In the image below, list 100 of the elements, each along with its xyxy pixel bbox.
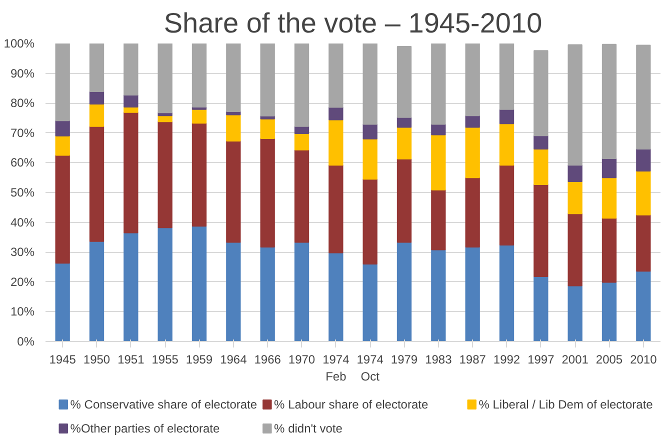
bar <box>568 164 582 182</box>
legend-label: % didn't vote <box>274 422 343 436</box>
bar <box>602 218 617 283</box>
bar <box>294 149 310 243</box>
bar <box>465 115 480 128</box>
y-tick-label: 20% <box>10 274 35 289</box>
bar <box>362 138 378 180</box>
y-tick-label: 100% <box>4 36 35 50</box>
bar <box>534 148 548 185</box>
x-tick-label: 1974 Oct <box>356 352 384 384</box>
bar <box>89 103 104 127</box>
bar <box>602 158 617 178</box>
x-tick-label: 1979 <box>390 352 418 366</box>
bar <box>55 44 70 122</box>
bar <box>396 158 412 243</box>
bar <box>396 46 412 118</box>
x-tick-label: 1974 Feb <box>322 352 350 384</box>
bar <box>294 44 310 127</box>
legend-label: %Other parties of electorate <box>70 422 220 436</box>
x-tick-label: 1992 <box>493 352 520 366</box>
bar <box>431 189 446 250</box>
x-tick-label: 1987 <box>459 352 486 366</box>
y-tick-label: 70% <box>10 126 35 140</box>
bar <box>534 276 548 342</box>
bar <box>362 124 378 140</box>
x-tick-label: 1951 <box>118 352 145 366</box>
bar <box>465 44 480 116</box>
y-tick-label: 0% <box>17 334 35 348</box>
bar <box>602 282 617 342</box>
bar <box>55 154 70 264</box>
bar <box>465 177 480 248</box>
bar <box>89 44 104 92</box>
bar <box>636 270 651 342</box>
x-tick-label: 2001 <box>562 352 589 366</box>
x-tick-label: 1997 <box>528 352 555 366</box>
bar <box>568 213 582 286</box>
bar <box>636 170 651 216</box>
bar <box>362 264 378 342</box>
bar <box>192 108 207 124</box>
y-tick-label: 30% <box>10 245 35 260</box>
bar <box>294 132 310 150</box>
bar <box>465 246 480 342</box>
bar <box>192 226 207 342</box>
bar <box>431 124 446 136</box>
x-tick-label: 1945 <box>49 352 76 366</box>
bar <box>534 184 548 278</box>
bar <box>328 252 344 342</box>
bar <box>89 90 104 104</box>
bar <box>124 94 138 108</box>
bar <box>226 140 241 243</box>
bar <box>602 177 617 219</box>
bar <box>89 240 104 342</box>
bar <box>226 114 241 142</box>
bar <box>192 122 207 227</box>
bar <box>192 44 207 108</box>
bar <box>431 249 446 342</box>
bar <box>55 262 70 342</box>
bar <box>89 126 104 242</box>
bar <box>396 242 412 342</box>
bar <box>328 44 344 108</box>
legend-label: % Liberal / Lib Dem of electorate <box>478 398 654 412</box>
bar <box>124 112 138 234</box>
x-tick-label: 1955 <box>152 352 179 366</box>
bar <box>431 44 446 125</box>
bar <box>158 44 172 114</box>
x-tick-label: 1966 <box>254 352 282 366</box>
bar <box>55 135 70 156</box>
bar <box>328 106 344 120</box>
x-tick-label: 1950 <box>83 352 110 366</box>
bar <box>294 242 310 342</box>
x-tick-label: 1964 <box>220 352 248 366</box>
bar <box>362 44 378 125</box>
bar <box>499 108 514 124</box>
bar <box>636 44 651 150</box>
bar <box>260 118 275 140</box>
bar <box>226 242 241 342</box>
bar <box>124 44 138 96</box>
bar <box>568 44 582 166</box>
bar <box>328 119 344 166</box>
bar <box>499 164 514 246</box>
bar <box>260 138 275 248</box>
x-tick-label: 2005 <box>596 352 623 366</box>
bar <box>499 244 514 342</box>
bar <box>55 120 70 136</box>
y-tick-label: 10% <box>10 304 35 319</box>
bar <box>124 232 138 342</box>
x-tick-label: 1983 <box>425 352 452 366</box>
bar <box>568 285 582 342</box>
bar <box>260 44 275 116</box>
bar <box>499 123 514 166</box>
y-tick-label: 80% <box>10 96 35 110</box>
bar <box>568 180 582 214</box>
bar <box>396 126 412 160</box>
chart-title: Share of the vote – 1945-2010 <box>164 8 542 38</box>
x-tick-label: 1970 <box>288 352 316 366</box>
bar <box>226 44 241 112</box>
bar <box>499 44 514 110</box>
y-tick-label: 40% <box>10 215 35 230</box>
y-tick-label: 60% <box>10 156 35 170</box>
bar <box>636 148 651 172</box>
